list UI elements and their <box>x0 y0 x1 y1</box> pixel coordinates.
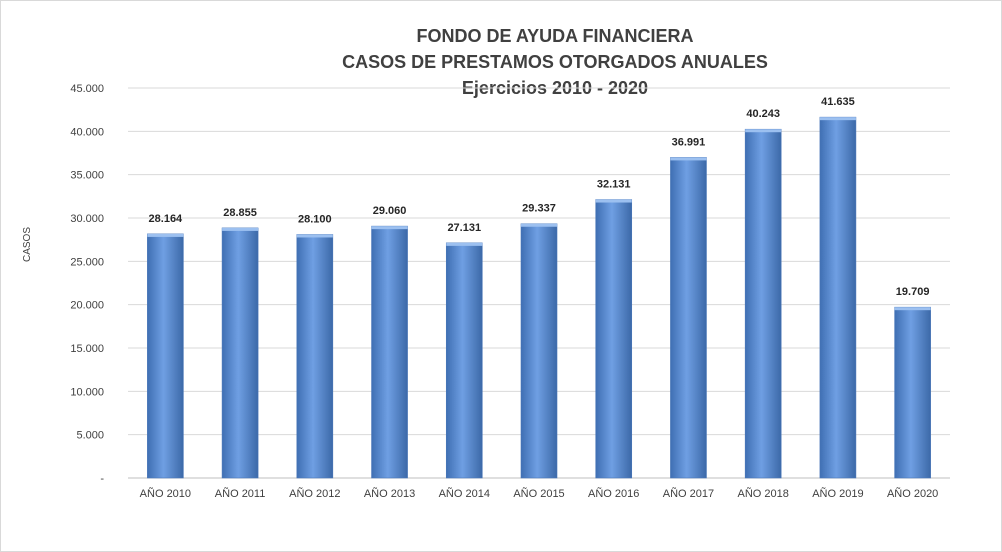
x-tick-label: AÑO 2014 <box>439 487 490 500</box>
data-label: 40.243 <box>746 108 780 120</box>
y-tick-label: 40.000 <box>70 126 104 138</box>
x-tick-label: AÑO 2018 <box>737 487 788 500</box>
bar-top-highlight <box>371 226 408 230</box>
x-tick-label: AÑO 2020 <box>887 487 938 500</box>
y-tick-label: 45.000 <box>70 83 104 95</box>
bar-top-highlight <box>296 234 333 238</box>
bar <box>744 128 782 479</box>
data-label: 28.100 <box>298 213 332 225</box>
x-tick-label: AÑO 2011 <box>215 487 266 500</box>
y-tick-label: 30.000 <box>70 213 104 225</box>
bar-top-highlight <box>521 223 557 227</box>
bar-top-highlight <box>147 233 184 237</box>
y-tick-label: 10.000 <box>70 386 104 398</box>
bar <box>221 227 259 479</box>
bar-top-highlight <box>745 129 782 133</box>
y-tick-label: 15.000 <box>70 343 104 355</box>
x-tick-label: AÑO 2017 <box>663 487 714 500</box>
y-tick-label: 5.000 <box>76 430 104 442</box>
chart-title-line-2: CASOS DE PRESTAMOS OTORGADOS ANUALES <box>342 52 768 72</box>
data-label: 29.060 <box>373 205 407 217</box>
x-tick-label: AÑO 2013 <box>364 487 415 500</box>
bar <box>595 199 633 479</box>
x-tick-label: AÑO 2016 <box>588 487 639 500</box>
bar-top-highlight <box>222 227 259 231</box>
data-label: 28.164 <box>149 213 184 225</box>
x-tick-label: AÑO 2010 <box>140 487 191 500</box>
data-label: 36.991 <box>672 136 706 148</box>
bar <box>894 306 931 479</box>
data-label: 32.131 <box>597 179 631 191</box>
bar <box>819 116 857 479</box>
y-tick-label: 20.000 <box>70 300 104 312</box>
x-tick-label: AÑO 2012 <box>289 487 340 500</box>
data-label: 29.337 <box>522 203 556 215</box>
data-label: 19.709 <box>896 286 930 298</box>
bar <box>147 233 184 479</box>
x-tick-label: AÑO 2015 <box>513 487 564 500</box>
bar <box>520 223 558 479</box>
y-tick-label: 35.000 <box>70 170 104 182</box>
x-tick-label: AÑO 2019 <box>812 487 863 500</box>
bar <box>296 234 334 479</box>
bar <box>371 225 408 479</box>
data-label: 27.131 <box>447 222 481 234</box>
data-label: 41.635 <box>821 96 855 108</box>
y-tick-label: - <box>100 473 104 485</box>
bar-top-highlight <box>894 307 931 311</box>
y-tick-label: 25.000 <box>70 256 104 268</box>
bar <box>670 157 707 479</box>
bar-top-highlight <box>819 117 856 121</box>
bar <box>445 242 483 479</box>
data-label: 28.855 <box>223 207 257 219</box>
bar-top-highlight <box>446 242 483 246</box>
chart-title-line-1: FONDO DE AYUDA FINANCIERA <box>416 26 694 46</box>
bar-top-highlight <box>595 199 632 203</box>
bar-top-highlight <box>670 157 707 161</box>
